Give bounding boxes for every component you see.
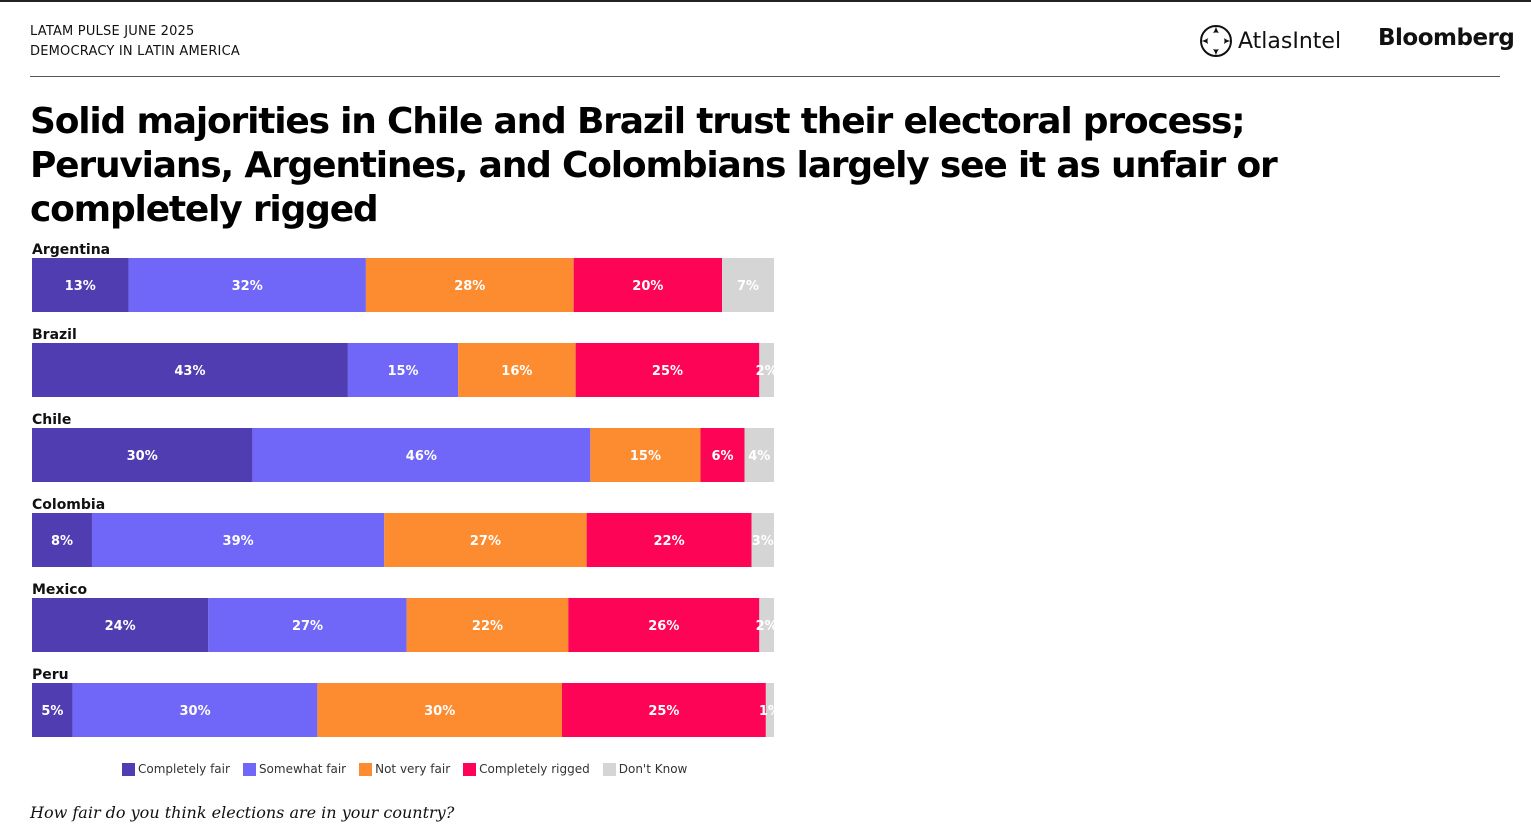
bar-colombia-completely-fair: [32, 513, 92, 567]
data-label-mexico-somewhat-fair: 27%: [292, 619, 323, 634]
stacked-bar-chart: Argentina 13% 32% 28% 20% 7% Brazil 43% 15% 16% 25…: [32, 242, 781, 737]
data-label-chile-not-very-fair: 15%: [630, 449, 661, 464]
data-label-peru-completely-rigged: 25%: [648, 704, 679, 719]
bar-argentina-not-very-fair: [365, 258, 574, 312]
top-rule: [0, 0, 1531, 2]
data-label-mexico-completely-rigged: 26%: [648, 619, 679, 634]
bar-brazil-completely-rigged: [575, 343, 760, 397]
bar-chile-somewhat-fair: [252, 428, 591, 482]
bar-argentina-completely-fair: [32, 258, 129, 312]
data-label-peru-don-t-know: 1%: [759, 704, 781, 719]
bar-colombia-somewhat-fair: [91, 513, 385, 567]
legend-swatch-completely-rigged: [463, 762, 477, 776]
legend-label-don-t-know: Don't Know: [618, 762, 688, 776]
bar-argentina-don-t-know: [722, 258, 774, 312]
bar-brazil-don-t-know: [759, 343, 774, 397]
data-label-brazil-don-t-know: 2%: [756, 364, 778, 379]
category-label-colombia: Colombia: [32, 497, 105, 513]
legend-item-somewhat-fair: Somewhat fair: [242, 762, 347, 776]
legend-swatch-don-t-know: [602, 762, 616, 776]
bar-chile-not-very-fair: [590, 428, 701, 482]
bar-argentina-somewhat-fair: [128, 258, 366, 312]
data-label-colombia-completely-rigged: 22%: [654, 534, 685, 549]
data-label-argentina-don-t-know: 7%: [737, 279, 759, 294]
bar-colombia-don-t-know: [751, 513, 774, 567]
bar-peru-not-very-fair: [317, 683, 562, 737]
data-label-chile-completely-fair: 30%: [127, 449, 158, 464]
data-label-brazil-somewhat-fair: 15%: [387, 364, 418, 379]
atlasintel-logo: AtlasIntel: [1200, 24, 1341, 58]
header-topic: DEMOCRACY IN LATIN AMERICA: [30, 44, 240, 59]
bar-brazil-not-very-fair: [458, 343, 576, 397]
data-label-chile-somewhat-fair: 46%: [406, 449, 437, 464]
bar-chile-completely-rigged: [700, 428, 745, 482]
bar-peru-don-t-know: [765, 683, 774, 737]
bar-peru-completely-rigged: [562, 683, 766, 737]
bar-brazil-somewhat-fair: [347, 343, 459, 397]
bar-peru-somewhat-fair: [72, 683, 318, 737]
data-label-argentina-completely-rigged: 20%: [632, 279, 663, 294]
bar-chile-completely-fair: [32, 428, 253, 482]
bar-colombia-completely-rigged: [586, 513, 752, 567]
legend-label-completely-rigged: Completely rigged: [479, 762, 590, 776]
legend-item-not-very-fair: Not very fair: [359, 762, 450, 776]
bar-brazil-completely-fair: [32, 343, 348, 397]
legend-label-completely-fair: Completely fair: [138, 762, 230, 776]
data-label-argentina-not-very-fair: 28%: [454, 279, 485, 294]
data-label-peru-not-very-fair: 30%: [424, 704, 455, 719]
data-label-brazil-not-very-fair: 16%: [501, 364, 532, 379]
atlasintel-logo-text: AtlasIntel: [1238, 28, 1342, 54]
bar-mexico-completely-fair: [32, 598, 209, 652]
chart-title: Solid majorities in Chile and Brazil tru…: [30, 101, 1278, 230]
bar-mexico-not-very-fair: [406, 598, 569, 652]
legend-swatch-somewhat-fair: [242, 762, 256, 776]
data-label-peru-somewhat-fair: 30%: [180, 704, 211, 719]
data-label-colombia-somewhat-fair: 39%: [223, 534, 254, 549]
data-label-colombia-not-very-fair: 27%: [470, 534, 501, 549]
bar-mexico-don-t-know: [759, 598, 774, 652]
data-label-argentina-somewhat-fair: 32%: [232, 279, 263, 294]
legend-label-somewhat-fair: Somewhat fair: [258, 762, 347, 776]
bar-argentina-completely-rigged: [573, 258, 723, 312]
legend-item-don-t-know: Don't Know: [602, 762, 688, 776]
data-label-argentina-completely-fair: 13%: [65, 279, 96, 294]
data-label-brazil-completely-fair: 43%: [174, 364, 205, 379]
bar-peru-completely-fair: [32, 683, 73, 737]
data-label-chile-don-t-know: 4%: [748, 449, 770, 464]
chart-legend: Completely fair Somewhat fair Not very fai…: [122, 762, 700, 776]
bar-mexico-somewhat-fair: [208, 598, 407, 652]
data-label-colombia-don-t-know: 3%: [752, 534, 774, 549]
data-label-chile-completely-rigged: 6%: [712, 449, 734, 464]
bloomberg-logo: Bloomberg: [1378, 25, 1515, 51]
bar-mexico-completely-rigged: [568, 598, 760, 652]
data-label-colombia-completely-fair: 8%: [51, 534, 73, 549]
category-label-brazil: Brazil: [32, 327, 77, 343]
bar-colombia-not-very-fair: [384, 513, 587, 567]
data-label-mexico-don-t-know: 2%: [756, 619, 778, 634]
header-divider: [30, 76, 1500, 77]
legend-swatch-not-very-fair: [359, 762, 373, 776]
survey-question: How fair do you think elections are in y…: [30, 803, 455, 822]
legend-item-completely-rigged: Completely rigged: [463, 762, 590, 776]
data-label-mexico-not-very-fair: 22%: [472, 619, 503, 634]
data-label-mexico-completely-fair: 24%: [105, 619, 136, 634]
atlasintel-mark-icon: [1200, 25, 1232, 57]
bar-chile-don-t-know: [744, 428, 774, 482]
category-label-peru: Peru: [32, 667, 69, 683]
data-label-peru-completely-fair: 5%: [41, 704, 63, 719]
category-label-chile: Chile: [32, 412, 71, 428]
legend-item-completely-fair: Completely fair: [122, 762, 230, 776]
data-label-brazil-completely-rigged: 25%: [652, 364, 683, 379]
legend-label-not-very-fair: Not very fair: [375, 762, 451, 776]
header-series-name: LATAM PULSE JUNE 2025: [30, 24, 195, 39]
category-label-mexico: Mexico: [32, 582, 88, 598]
legend-swatch-completely-fair: [122, 762, 135, 776]
category-label-argentina: Argentina: [32, 242, 110, 258]
